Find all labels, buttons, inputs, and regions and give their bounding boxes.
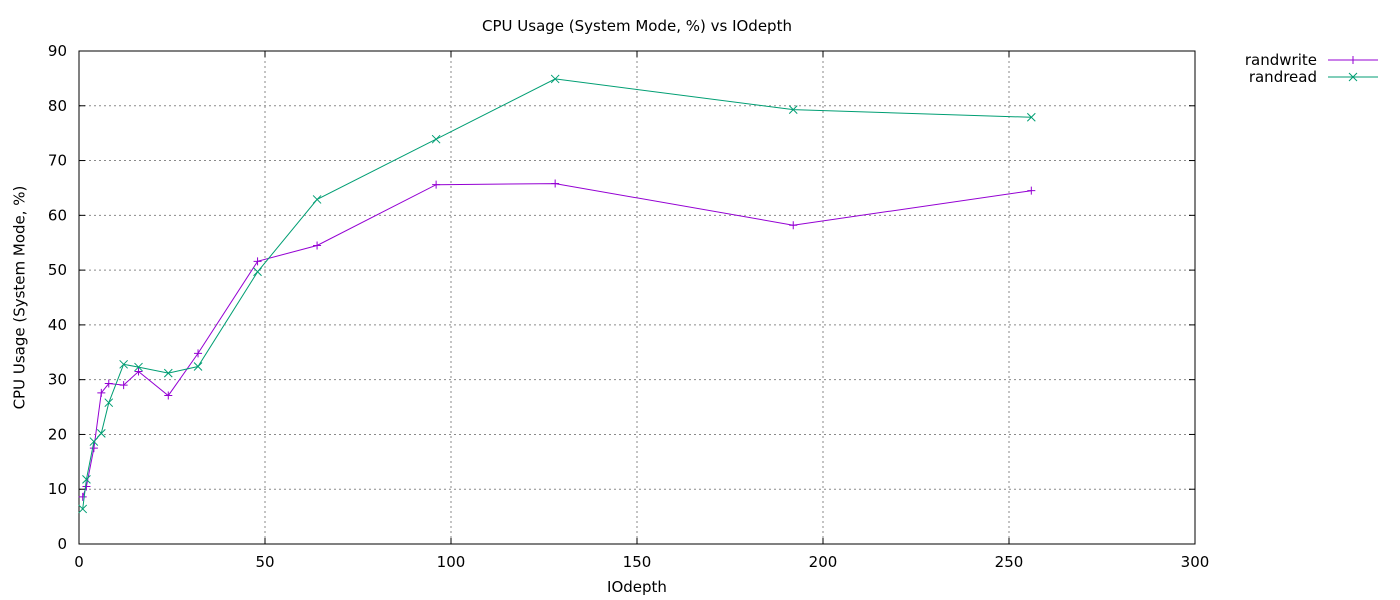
data-point <box>104 398 114 408</box>
data-point <box>253 267 262 277</box>
y-tick-label: 30 <box>48 371 67 389</box>
y-tick-label: 70 <box>48 152 67 170</box>
y-tick-label: 50 <box>48 261 67 279</box>
data-point <box>193 362 203 371</box>
data-point <box>164 391 173 400</box>
data-point <box>194 349 203 358</box>
data-point <box>432 180 441 189</box>
y-tick-label: 20 <box>48 425 67 443</box>
data-point <box>104 379 113 388</box>
legend-item-randwrite: randwrite <box>1245 51 1378 69</box>
data-point <box>119 381 128 390</box>
x-tick-label: 300 <box>1181 553 1210 571</box>
data-point <box>431 134 441 144</box>
data-point <box>134 362 143 372</box>
data-point <box>89 437 99 446</box>
data-point <box>96 428 106 438</box>
data-point <box>78 492 87 501</box>
y-tick-label: 40 <box>48 316 67 334</box>
x-tick-label: 50 <box>255 553 274 571</box>
data-point <box>89 444 98 453</box>
y-tick-label: 60 <box>48 206 67 224</box>
data-point <box>551 179 560 188</box>
x-tick-label: 0 <box>74 553 84 571</box>
x-tick-label: 100 <box>437 553 466 571</box>
legend-label: randread <box>1249 68 1317 86</box>
data-point <box>134 367 143 376</box>
series-line-randread <box>82 78 1032 509</box>
x-tick-label: 150 <box>623 553 652 571</box>
series-randwrite <box>78 179 1036 501</box>
data-point <box>1026 112 1036 122</box>
y-tick-label: 80 <box>48 97 67 115</box>
data-point <box>313 241 322 250</box>
data-point <box>788 105 798 114</box>
chart-title: CPU Usage (System Mode, %) vs IOdepth <box>482 17 792 35</box>
axis-ticks: 0 50 100 150 200 250 300 0 10 20 30 40 50 60 70 80 90 <box>48 42 1209 571</box>
y-tick-label: 10 <box>48 480 67 498</box>
series-group <box>78 74 1036 514</box>
data-point <box>1027 186 1036 195</box>
x-tick-label: 250 <box>995 553 1024 571</box>
y-tick-label: 0 <box>57 535 67 553</box>
x-axis-title: IOdepth <box>607 578 667 596</box>
data-point <box>78 504 88 514</box>
x-tick-label: 200 <box>809 553 838 571</box>
y-axis-title: CPU Usage (System Mode, %) <box>11 186 29 410</box>
data-point <box>789 221 798 230</box>
data-point <box>312 195 322 204</box>
series-randread <box>78 74 1036 514</box>
data-point <box>163 368 173 378</box>
y-tick-label: 90 <box>48 42 67 60</box>
data-point <box>1349 56 1357 64</box>
series-line-randwrite <box>82 183 1032 498</box>
data-point <box>82 475 91 484</box>
data-point <box>550 74 560 84</box>
data-point <box>82 482 91 491</box>
grid <box>79 51 1195 544</box>
data-point <box>119 359 128 369</box>
data-point <box>1348 72 1358 82</box>
data-point <box>253 257 262 266</box>
data-point <box>97 388 106 397</box>
legend-label: randwrite <box>1245 51 1317 69</box>
legend-item-randread: randread <box>1249 68 1378 86</box>
